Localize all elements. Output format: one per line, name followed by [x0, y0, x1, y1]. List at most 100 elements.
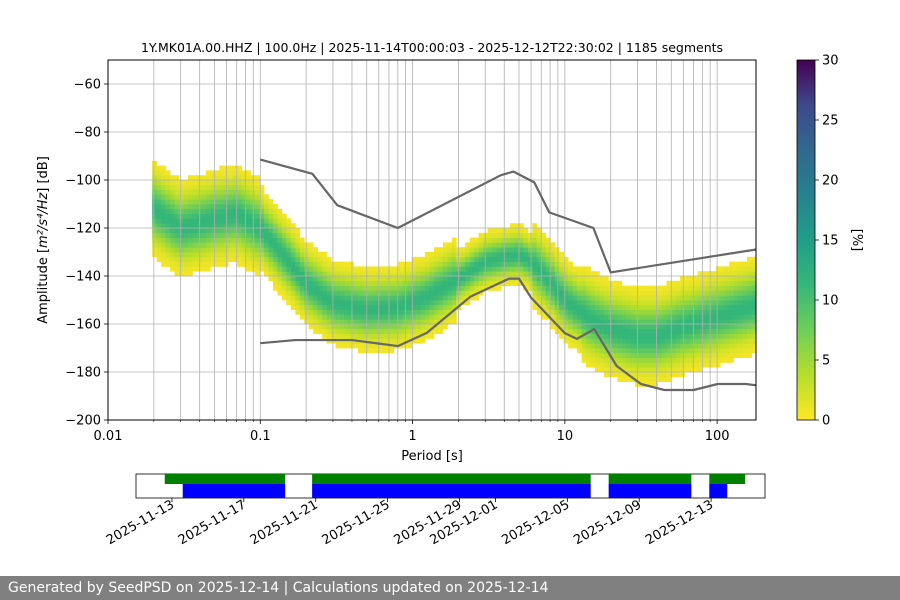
ppsd-cell — [447, 319, 453, 325]
ppsd-cell — [451, 261, 457, 267]
ppsd-cell — [326, 261, 332, 267]
ppsd-cell — [657, 372, 663, 378]
ppsd-cell — [174, 184, 180, 190]
ppsd-cell — [201, 208, 207, 214]
ppsd-cell — [671, 372, 676, 378]
ppsd-cell — [255, 184, 260, 190]
ppsd-cell — [246, 204, 251, 210]
ppsd-cell — [742, 352, 748, 358]
ppsd-cell — [165, 237, 171, 243]
ppsd-cell — [679, 309, 685, 315]
ppsd-cell — [192, 204, 198, 210]
ppsd-cell — [393, 266, 399, 272]
ppsd-cell — [246, 242, 251, 248]
ppsd-cell — [174, 175, 180, 181]
ppsd-cell — [563, 324, 569, 330]
ppsd-cell — [187, 180, 193, 186]
ppsd-cell — [657, 352, 663, 358]
ppsd-cell — [729, 304, 735, 310]
ppsd-cell — [205, 180, 211, 186]
ppsd-cell — [639, 295, 645, 301]
ppsd-cell — [371, 324, 377, 330]
ppsd-cell — [156, 204, 162, 210]
ppsd-cell — [568, 276, 574, 282]
ppsd-cell — [626, 314, 632, 320]
ppsd-cell — [447, 256, 453, 262]
ppsd-cell — [366, 280, 372, 286]
ppsd-cell — [720, 338, 726, 344]
ppsd-cell — [232, 175, 238, 181]
ppsd-cell — [165, 208, 171, 214]
ppsd-cell — [729, 333, 735, 339]
ppsd-cell — [594, 300, 600, 306]
ppsd-cell — [237, 252, 243, 258]
ppsd-cell — [246, 194, 251, 200]
ppsd-cell — [581, 314, 587, 320]
ppsd-cell — [581, 338, 587, 344]
ppsd-cell — [577, 309, 582, 315]
ppsd-cell — [192, 228, 198, 234]
ppsd-cell — [241, 252, 247, 258]
ppsd-cell — [290, 304, 296, 310]
ppsd-cell — [648, 309, 654, 315]
ppsd-cell — [344, 328, 350, 334]
ppsd-cell — [630, 357, 636, 363]
ppsd-cell — [630, 290, 636, 296]
ppsd-cell — [518, 252, 524, 258]
ppsd-cell — [621, 372, 627, 378]
ppsd-cell — [536, 290, 542, 296]
ppsd-cell — [559, 276, 565, 282]
ppsd-cell — [599, 367, 605, 373]
ppsd-cell — [523, 237, 529, 243]
ppsd-cell — [590, 290, 596, 296]
ppsd-cell — [411, 324, 417, 330]
ppsd-cell — [644, 348, 650, 354]
ppsd-cell — [621, 304, 627, 310]
ppsd-cell — [733, 295, 739, 301]
ppsd-cell — [738, 266, 743, 272]
ppsd-cell — [626, 362, 632, 368]
ppsd-cell — [416, 300, 421, 306]
ppsd-cell — [447, 242, 453, 248]
ppsd-cell — [720, 343, 726, 349]
ppsd-cell — [509, 228, 515, 234]
ppsd-cell — [174, 199, 180, 205]
ppsd-cell — [590, 328, 596, 334]
ppsd-cell — [174, 204, 180, 210]
ppsd-cell — [559, 319, 565, 325]
ppsd-cell — [478, 256, 484, 262]
ppsd-cell — [214, 223, 220, 229]
ppsd-cell — [272, 223, 278, 229]
ppsd-cell — [675, 280, 681, 286]
ppsd-cell — [398, 300, 404, 306]
ppsd-cell — [662, 343, 667, 349]
ppsd-cell — [451, 237, 457, 243]
ppsd-cell — [308, 247, 314, 253]
ppsd-cell — [433, 314, 439, 320]
ppsd-cell — [679, 304, 685, 310]
ppsd-cell — [438, 314, 444, 320]
ppsd-cell — [268, 266, 274, 272]
ppsd-cell — [411, 300, 417, 306]
ppsd-cell — [362, 324, 368, 330]
ppsd-cell — [263, 213, 269, 219]
ppsd-cell — [581, 348, 587, 354]
ppsd-cell — [228, 218, 234, 224]
ppsd-cell — [590, 300, 596, 306]
ppsd-cell — [630, 319, 636, 325]
ppsd-cell — [237, 247, 243, 253]
data-availability-bar — [709, 474, 746, 484]
ppsd-cell — [442, 300, 448, 306]
ppsd-cell — [671, 352, 676, 358]
ppsd-cell — [219, 242, 225, 248]
ppsd-cell — [237, 261, 243, 267]
ppsd-cell — [505, 280, 511, 286]
ppsd-cell — [612, 367, 618, 373]
ppsd-cell — [536, 252, 542, 258]
ppsd-cell — [747, 333, 752, 339]
ppsd-cell — [429, 304, 435, 310]
ppsd-cell — [711, 309, 717, 315]
ppsd-cell — [563, 256, 569, 262]
ppsd-cell — [170, 175, 175, 181]
ppsd-cell — [362, 280, 368, 286]
